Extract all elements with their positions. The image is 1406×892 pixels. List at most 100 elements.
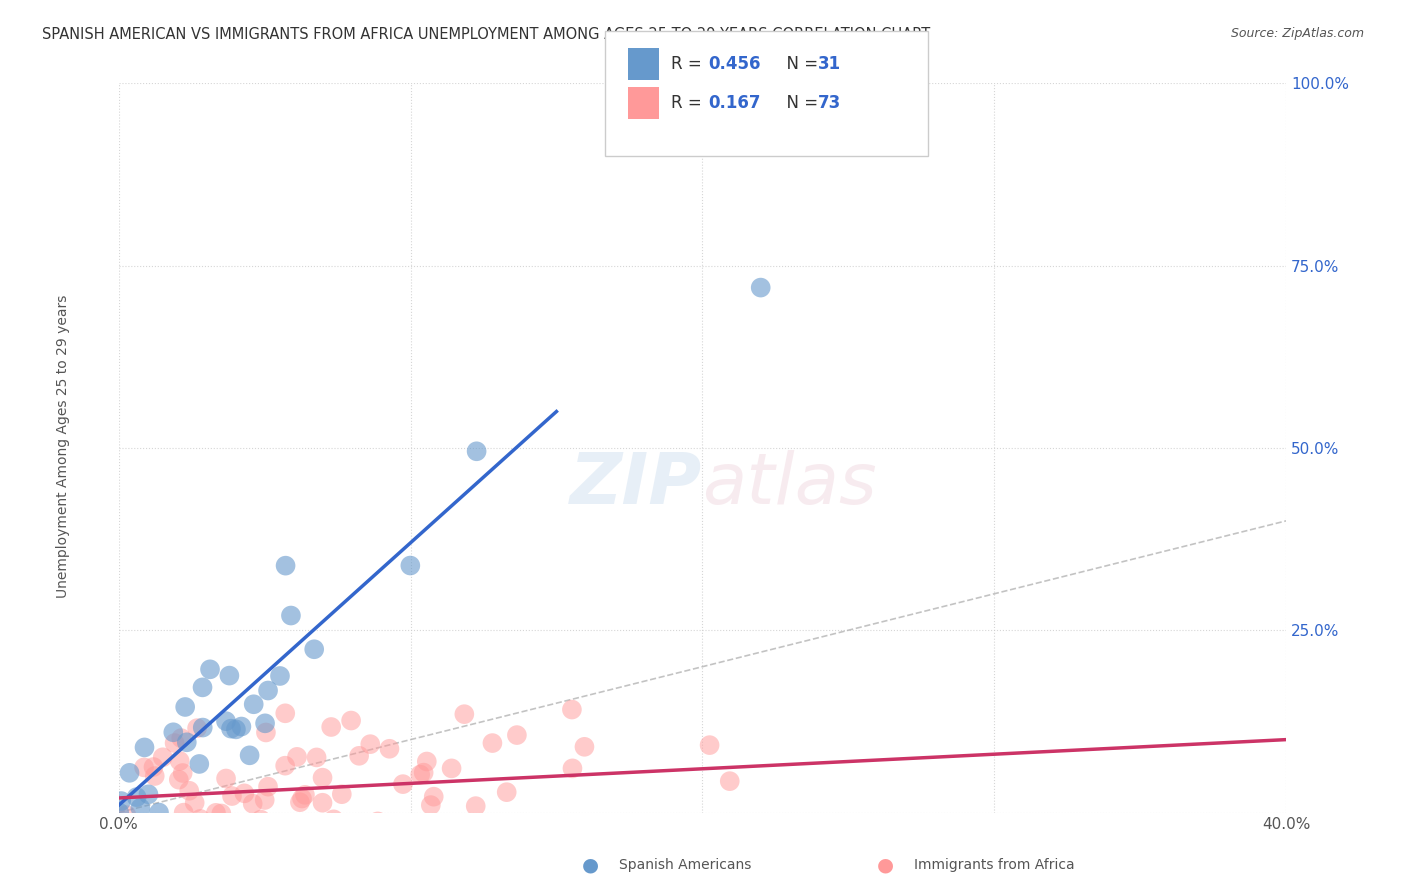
Text: 0.456: 0.456 xyxy=(709,55,761,73)
Point xyxy=(122,821,145,835)
Point xyxy=(464,799,486,814)
Point xyxy=(198,662,221,676)
Point xyxy=(186,721,208,735)
Point xyxy=(231,719,253,733)
Text: R =: R = xyxy=(671,94,707,112)
Point xyxy=(132,760,155,774)
Point xyxy=(233,786,256,800)
Point xyxy=(257,780,280,794)
Point xyxy=(115,808,138,822)
Text: 31: 31 xyxy=(818,55,841,73)
Point xyxy=(162,725,184,739)
Point xyxy=(170,731,193,746)
Point xyxy=(142,760,165,774)
Point xyxy=(188,756,211,771)
Point xyxy=(215,714,238,728)
Point xyxy=(378,741,401,756)
Point xyxy=(242,698,264,712)
Point xyxy=(294,788,316,802)
Point xyxy=(257,683,280,698)
Point xyxy=(242,797,264,811)
Point xyxy=(169,754,191,768)
Point xyxy=(506,728,529,742)
Point xyxy=(718,774,741,789)
Text: Source: ZipAtlas.com: Source: ZipAtlas.com xyxy=(1230,27,1364,40)
Point xyxy=(326,821,349,835)
Point xyxy=(125,841,148,855)
Text: atlas: atlas xyxy=(703,450,877,519)
Point xyxy=(191,721,214,735)
Point xyxy=(118,765,141,780)
Point xyxy=(191,681,214,695)
Text: ZIP: ZIP xyxy=(569,450,703,519)
Point xyxy=(340,714,363,728)
Point xyxy=(253,793,276,807)
Point xyxy=(249,842,271,856)
Point xyxy=(291,791,314,805)
Point xyxy=(322,813,344,827)
Point xyxy=(574,739,596,754)
Point xyxy=(440,761,463,775)
Point xyxy=(174,700,197,714)
Point xyxy=(152,750,174,764)
Text: 73: 73 xyxy=(818,94,842,112)
Point xyxy=(561,761,583,775)
Point xyxy=(254,725,277,739)
Point xyxy=(183,796,205,810)
Text: R =: R = xyxy=(671,55,707,73)
Point xyxy=(205,842,228,856)
Point xyxy=(422,789,444,804)
Point xyxy=(254,716,277,731)
Point xyxy=(359,737,381,751)
Point xyxy=(129,801,152,815)
Point xyxy=(209,806,232,821)
Point xyxy=(367,814,389,829)
Text: ●: ● xyxy=(877,855,894,875)
Point xyxy=(399,558,422,573)
Point xyxy=(561,702,583,716)
Point xyxy=(288,795,311,809)
Point xyxy=(412,765,434,780)
Text: ●: ● xyxy=(582,855,599,875)
Point xyxy=(172,766,194,780)
Point xyxy=(188,812,211,826)
Point xyxy=(302,642,325,657)
Point xyxy=(218,668,240,682)
Text: 0.167: 0.167 xyxy=(709,94,761,112)
Point xyxy=(173,805,195,820)
Point xyxy=(163,736,186,750)
Point xyxy=(408,842,430,856)
Point xyxy=(134,740,156,755)
Point xyxy=(269,669,291,683)
Point xyxy=(330,787,353,801)
Point xyxy=(138,787,160,801)
Point xyxy=(239,748,262,763)
Point xyxy=(415,817,437,831)
Point xyxy=(309,830,332,845)
Point xyxy=(115,836,138,850)
Text: N =: N = xyxy=(776,55,824,73)
Point xyxy=(148,805,170,820)
Point xyxy=(274,706,297,721)
Point xyxy=(179,783,201,797)
Text: SPANISH AMERICAN VS IMMIGRANTS FROM AFRICA UNEMPLOYMENT AMONG AGES 25 TO 29 YEAR: SPANISH AMERICAN VS IMMIGRANTS FROM AFRI… xyxy=(42,27,931,42)
Point xyxy=(495,785,517,799)
Point xyxy=(274,558,297,573)
Point xyxy=(143,769,166,783)
Point xyxy=(115,842,138,856)
Point xyxy=(419,798,441,813)
Point xyxy=(246,833,269,847)
Point xyxy=(225,723,247,737)
Point xyxy=(311,796,333,810)
Point xyxy=(221,789,243,803)
Point xyxy=(167,772,190,787)
Point xyxy=(250,813,273,827)
Point xyxy=(215,772,238,786)
Point xyxy=(205,805,228,820)
Point xyxy=(465,444,488,458)
Point xyxy=(233,829,256,843)
Point xyxy=(274,758,297,772)
Point xyxy=(416,755,439,769)
Point xyxy=(108,805,131,820)
Point xyxy=(125,790,148,805)
